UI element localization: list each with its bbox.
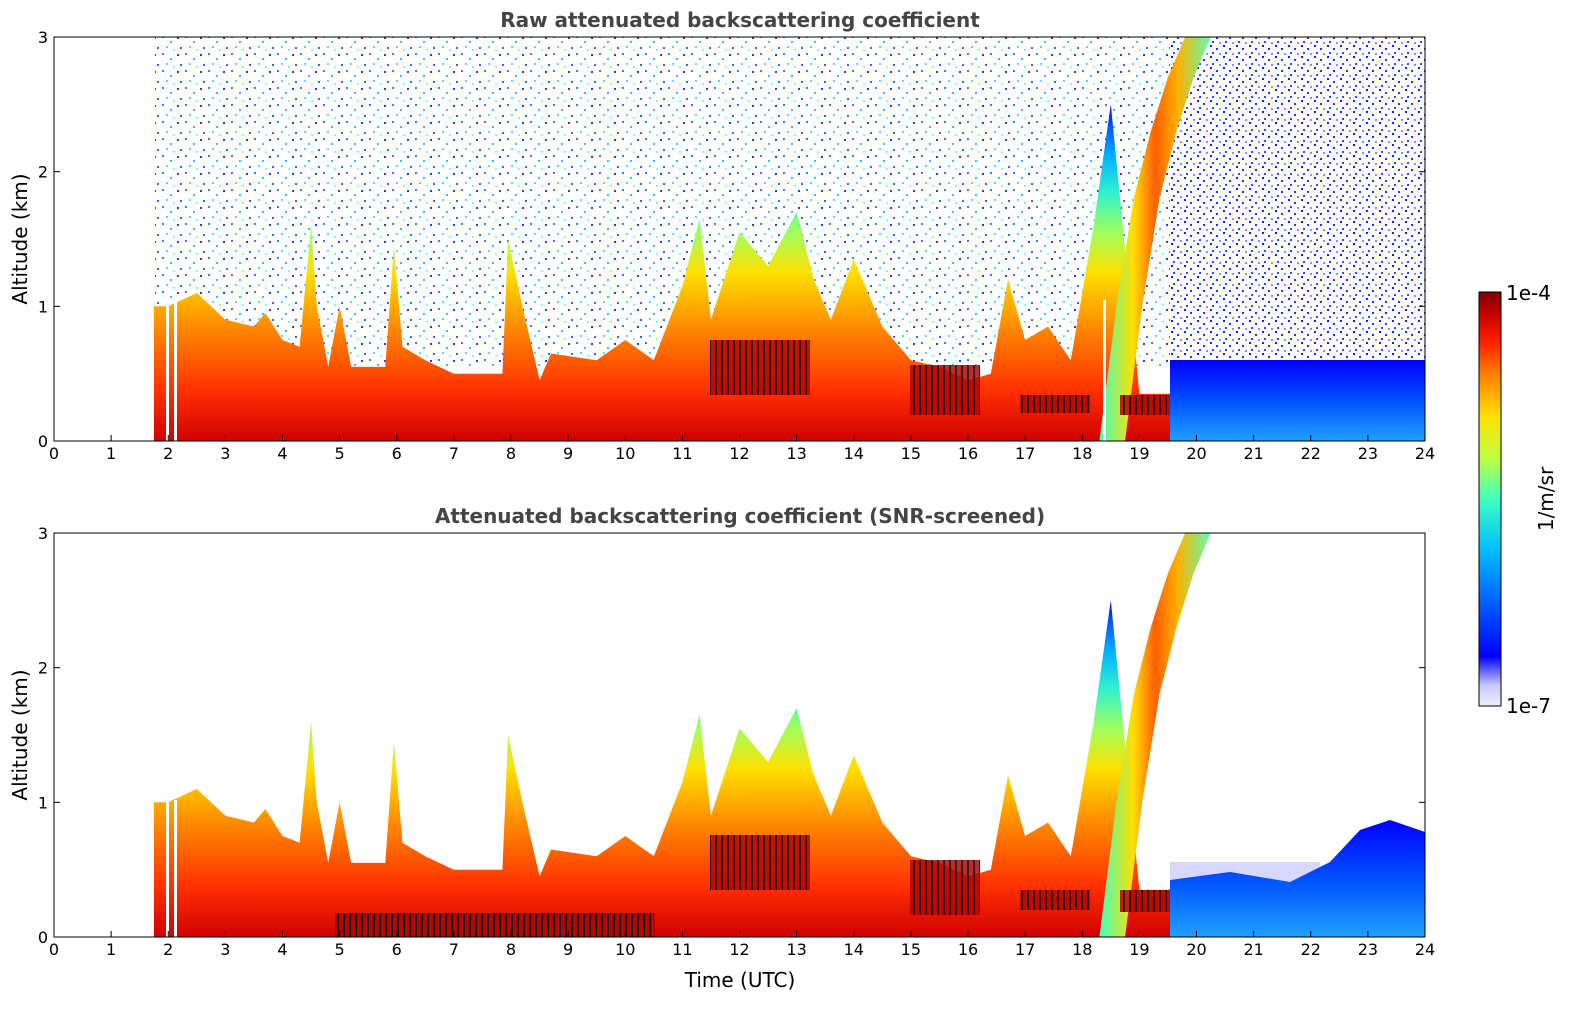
- x-tick-label: 18: [1072, 940, 1092, 959]
- x-tick-label: 1: [106, 940, 116, 959]
- x-tick-label: 6: [392, 940, 402, 959]
- dense-layer: [710, 835, 810, 890]
- x-tick-label: 9: [563, 444, 573, 463]
- heatmap-field: [153, 533, 1425, 937]
- x-axis: 0 1 2 3 4 5 6 7 8 9 10 11 12 13 14 15 16 17 18 19 20 21 22 23 24: [49, 435, 1435, 463]
- night-layer: [1170, 360, 1425, 441]
- data-gap: [166, 300, 169, 441]
- x-tick-label: 11: [672, 444, 692, 463]
- night-layer: [1170, 820, 1425, 937]
- x-tick-label: 10: [615, 444, 635, 463]
- x-tick-label: 21: [1243, 940, 1263, 959]
- x-tick-label: 20: [1186, 940, 1206, 959]
- x-tick-label: 2: [163, 444, 173, 463]
- x-tick-label: 7: [449, 444, 459, 463]
- y-tick-label: 3: [38, 524, 48, 543]
- data-gap: [1103, 300, 1106, 441]
- boundary-layer: [153, 104, 1425, 441]
- boundary-layer: [153, 600, 1425, 937]
- x-tick-label: 1: [106, 444, 116, 463]
- x-tick-label: 6: [392, 444, 402, 463]
- x-tick-label: 7: [449, 940, 459, 959]
- x-axis-label: Time (UTC): [684, 968, 796, 992]
- smoke-plume: [1099, 37, 1211, 441]
- panel-screened: Attenuated backscattering coefficient (S…: [8, 504, 1435, 992]
- x-tick-label: 24: [1415, 444, 1435, 463]
- panel-title: Attenuated backscattering coefficient (S…: [435, 504, 1045, 528]
- dense-layer: [1120, 395, 1175, 415]
- x-tick-label: 4: [277, 940, 287, 959]
- x-tick-label: 18: [1072, 444, 1092, 463]
- panel-title: Raw attenuated backscattering coefficien…: [500, 8, 980, 32]
- x-axis: 0 1 2 3 4 5 6 7 8 9 10 11 12 13 14 15 16 17 18 19 20 21 22 23 24: [49, 931, 1435, 959]
- y-tick-label: 1: [38, 297, 48, 316]
- data-gap: [174, 800, 177, 937]
- dense-layer: [910, 860, 980, 915]
- x-tick-label: 3: [220, 940, 230, 959]
- y-axis: 0 1 2 3: [38, 524, 1425, 947]
- y-axis-label: Altitude (km): [8, 669, 32, 800]
- x-tick-label: 5: [335, 444, 345, 463]
- x-tick-label: 24: [1415, 940, 1435, 959]
- dense-layer: [1120, 890, 1175, 912]
- x-tick-label: 23: [1358, 444, 1378, 463]
- panel-raw: Raw attenuated backscattering coefficien…: [8, 8, 1435, 463]
- data-gap: [166, 800, 169, 937]
- x-tick-label: 3: [220, 444, 230, 463]
- x-tick-label: 5: [335, 940, 345, 959]
- y-tick-label: 1: [38, 793, 48, 812]
- y-axis: 0 1 2 3: [38, 28, 1425, 451]
- x-tick-label: 21: [1243, 444, 1263, 463]
- x-tick-label: 12: [729, 444, 749, 463]
- colorbar-label: 1/m/sr: [1534, 466, 1558, 531]
- colorbar-min-label: 1e-7: [1506, 694, 1551, 718]
- x-tick-label: 13: [786, 940, 806, 959]
- noise-band: [155, 37, 1170, 367]
- x-tick-label: 8: [506, 444, 516, 463]
- smoke-plume: [1099, 533, 1211, 937]
- x-tick-label: 16: [958, 940, 978, 959]
- night-noise: [1170, 37, 1425, 377]
- x-tick-label: 22: [1301, 940, 1321, 959]
- x-tick-label: 14: [844, 444, 864, 463]
- colorbar-bar: [1478, 291, 1502, 707]
- x-tick-label: 13: [786, 444, 806, 463]
- dense-layer: [1020, 890, 1090, 910]
- x-tick-label: 4: [277, 444, 287, 463]
- colorbar-max-label: 1e-4: [1506, 281, 1551, 305]
- y-tick-label: 3: [38, 28, 48, 47]
- x-tick-label: 22: [1301, 444, 1321, 463]
- x-tick-label: 17: [1015, 444, 1035, 463]
- y-tick-label: 0: [38, 928, 48, 947]
- x-tick-label: 14: [844, 940, 864, 959]
- x-tick-label: 0: [49, 940, 59, 959]
- x-tick-label: 20: [1186, 444, 1206, 463]
- x-tick-label: 8: [506, 940, 516, 959]
- x-tick-label: 12: [729, 940, 749, 959]
- x-tick-label: 16: [958, 444, 978, 463]
- x-tick-label: 19: [1129, 444, 1149, 463]
- x-tick-label: 0: [49, 444, 59, 463]
- heatmap-field: [153, 37, 1425, 441]
- colorbar: 1e-4 1e-7 1/m/sr: [1478, 281, 1558, 718]
- y-tick-label: 2: [38, 163, 48, 182]
- x-tick-label: 19: [1129, 940, 1149, 959]
- y-tick-label: 2: [38, 659, 48, 678]
- y-tick-label: 0: [38, 432, 48, 451]
- x-tick-label: 2: [163, 940, 173, 959]
- x-tick-label: 23: [1358, 940, 1378, 959]
- dense-layer: [910, 365, 980, 415]
- x-tick-label: 15: [901, 940, 921, 959]
- x-tick-label: 15: [901, 444, 921, 463]
- x-tick-label: 11: [672, 940, 692, 959]
- x-tick-label: 17: [1015, 940, 1035, 959]
- dense-layer: [1020, 395, 1090, 413]
- y-axis-label: Altitude (km): [8, 173, 32, 304]
- dense-layer: [710, 340, 810, 395]
- data-gap: [174, 300, 177, 441]
- x-tick-label: 10: [615, 940, 635, 959]
- screened-band: [335, 913, 655, 937]
- x-tick-label: 9: [563, 940, 573, 959]
